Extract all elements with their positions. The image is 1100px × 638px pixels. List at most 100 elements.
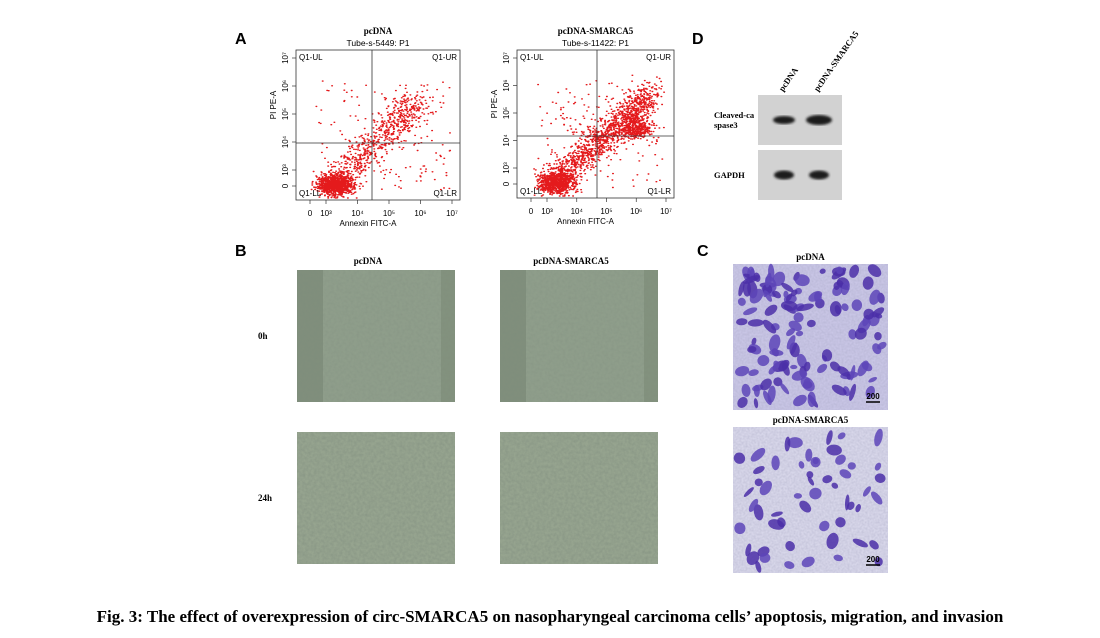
stained-cell xyxy=(796,303,814,312)
stained-cell xyxy=(834,305,841,315)
stained-cell xyxy=(806,471,814,479)
stained-cell xyxy=(826,532,839,550)
stained-cell xyxy=(780,300,798,311)
x-tick-label: 10⁵ xyxy=(383,209,395,218)
stained-cell xyxy=(837,432,846,440)
stained-cell xyxy=(790,364,798,370)
stained-cell xyxy=(798,461,805,469)
stained-cell xyxy=(749,288,764,304)
x-tick-label: 10⁶ xyxy=(630,207,642,216)
image-title: pcDNA-SMARCA5 xyxy=(773,415,849,425)
stained-cell xyxy=(759,480,772,496)
stained-cell xyxy=(737,297,746,306)
stained-cell xyxy=(849,264,860,278)
stained-cell xyxy=(747,346,757,353)
stained-cell xyxy=(773,360,780,369)
stained-cell xyxy=(874,428,883,447)
quadrant-label: Q1-LR xyxy=(433,189,457,198)
stained-cell xyxy=(850,364,856,381)
stained-cell xyxy=(803,361,811,372)
stained-cell xyxy=(759,553,771,563)
stained-cell xyxy=(851,299,863,311)
stained-cell xyxy=(814,291,822,304)
stained-cell xyxy=(839,469,852,479)
stained-cell xyxy=(805,448,813,462)
stained-cell xyxy=(751,337,757,346)
scale-label: 200 xyxy=(866,392,880,401)
y-tick-label: 10⁷ xyxy=(281,52,290,64)
stained-cell xyxy=(847,462,856,470)
plot-title: pcDNA xyxy=(364,26,393,36)
stained-cell xyxy=(861,361,873,372)
stained-cell xyxy=(737,396,748,408)
stained-cell xyxy=(795,330,804,337)
stained-cell xyxy=(835,454,846,465)
row-label: 24h xyxy=(258,493,272,503)
panel-label: C xyxy=(697,243,709,260)
stained-cell xyxy=(784,436,791,452)
panel-label: D xyxy=(692,31,704,48)
band xyxy=(774,170,794,180)
stained-cell xyxy=(865,385,875,399)
stained-cell xyxy=(807,476,815,486)
x-axis-label: Annexin FITC-A xyxy=(557,217,615,226)
stained-cell xyxy=(768,519,785,530)
y-tick-label: 10⁵ xyxy=(502,107,511,119)
texture xyxy=(297,432,455,564)
x-tick-label: 10⁷ xyxy=(446,209,458,218)
y-tick-label: 0 xyxy=(502,181,511,186)
y-axis-label: PI PE-A xyxy=(490,89,499,118)
texture xyxy=(500,432,658,564)
stained-cell xyxy=(785,541,795,552)
stained-cell xyxy=(743,487,754,497)
stained-cell xyxy=(874,331,882,341)
stained-cell xyxy=(819,520,830,532)
row-label: 0h xyxy=(258,331,268,341)
y-tick-label: 10³ xyxy=(281,164,290,176)
stained-cell xyxy=(793,493,803,499)
quadrant-label: Q1-UR xyxy=(432,53,457,62)
plot-title: pcDNA-SMARCA5 xyxy=(558,26,634,36)
x-tick-label: 10⁷ xyxy=(660,207,672,216)
stained-cell xyxy=(855,504,861,513)
stained-cell xyxy=(753,384,760,397)
texture xyxy=(500,270,658,402)
stained-cell xyxy=(849,383,857,401)
stained-cell xyxy=(794,274,810,287)
stained-cell xyxy=(807,391,816,408)
stained-cell xyxy=(734,522,746,535)
scale-label: 200 xyxy=(866,555,880,564)
column-label: pcDNA xyxy=(354,256,383,266)
lane-label: pcDNA xyxy=(776,65,800,93)
stained-cell xyxy=(869,289,881,305)
image-title: pcDNA xyxy=(796,252,825,262)
event-dots xyxy=(533,74,666,197)
band xyxy=(773,116,795,124)
stained-cell xyxy=(821,349,833,362)
lane-label: pcDNA-SMARCA5 xyxy=(811,29,860,93)
stained-cell xyxy=(833,554,843,562)
stained-cell xyxy=(848,329,857,340)
stained-cell xyxy=(742,275,760,284)
quadrant-label: Q1-UR xyxy=(646,53,671,62)
stained-cell xyxy=(787,437,803,449)
stained-cell xyxy=(874,557,883,567)
y-tick-label: 0 xyxy=(281,183,290,188)
band-label: GAPDH xyxy=(714,170,745,180)
stained-cell xyxy=(772,290,781,299)
stained-cell xyxy=(809,487,822,500)
stained-cell xyxy=(826,444,842,456)
stained-cell xyxy=(736,318,748,326)
stained-cell xyxy=(793,312,804,323)
stained-cell xyxy=(831,482,839,489)
stained-cell xyxy=(785,293,793,302)
panel-label: A xyxy=(235,31,247,48)
stained-cell xyxy=(760,378,772,391)
stained-cell xyxy=(784,561,795,569)
x-axis-label: Annexin FITC-A xyxy=(340,219,398,228)
stained-cell xyxy=(817,363,828,374)
stained-cell xyxy=(747,319,764,327)
panel-label: B xyxy=(235,243,247,260)
stained-cell xyxy=(786,328,796,337)
quadrant-label: Q1-UL xyxy=(299,53,323,62)
